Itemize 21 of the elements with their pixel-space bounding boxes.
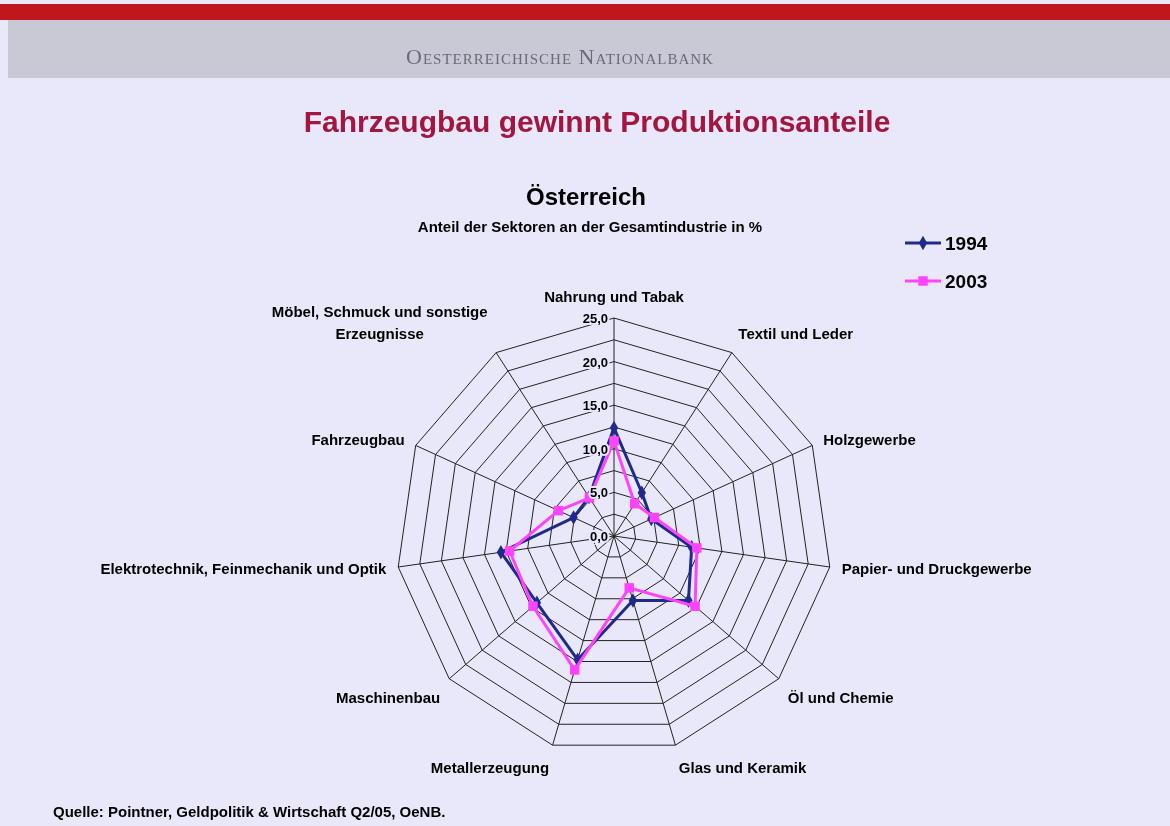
spoke-label: Nahrung und Tabak <box>544 288 685 305</box>
text: Anteil der Sektoren an der Gesamtindustrie in % <box>417 218 763 235</box>
spoke-label: Fahrzeugbau <box>311 431 405 449</box>
spoke-label: Elektrotechnik, Feinmechanik und Optik <box>100 559 387 577</box>
spoke-label: Glas und Keramik <box>678 758 807 776</box>
y-tick-label: 15,0 <box>582 398 608 414</box>
spoke-label: Holzgewerbe <box>823 431 916 449</box>
legend-label: 2003 <box>945 271 988 292</box>
spoke-label: Maschinenbau <box>335 688 441 706</box>
y-tick-label: 20,0 <box>582 354 608 370</box>
spoke-label: Metallerzeugung <box>430 758 550 776</box>
spoke-label: Öl und Chemie <box>787 688 894 706</box>
spoke-label: Papier- und Druckgewerbe <box>841 559 1032 577</box>
chart-subtitle: Österreich <box>525 183 647 210</box>
chart-title: Fahrzeugbau gewinnt Produktionsanteile <box>303 105 891 138</box>
legend-label: 1994 <box>945 233 988 254</box>
text: Oesterreichische Nationalbank <box>406 44 714 69</box>
spoke-label: Möbel, Schmuck und sonstige Erzeugnisse <box>271 302 488 342</box>
source-note: Quelle: Pointner, Geldpolitik & Wirtschaft Q2/05, OeNB. <box>53 803 446 820</box>
spoke-label: Textil und Leder <box>738 324 854 342</box>
y-tick-label: 25,0 <box>582 311 608 326</box>
